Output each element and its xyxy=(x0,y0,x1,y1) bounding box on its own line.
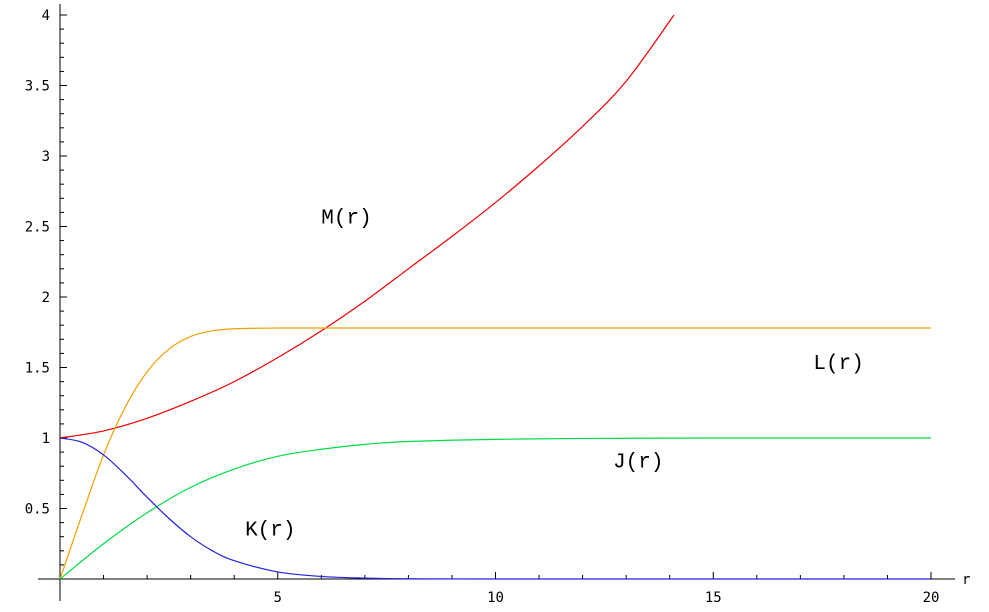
x-axis-label: r xyxy=(962,572,970,588)
y-tick-label: 0.5 xyxy=(25,502,50,518)
series-line-k xyxy=(59,437,932,580)
ticks: 5 10 15 20 0.5 1 1.5 2 2.5 3 3.5 4 xyxy=(25,8,940,606)
y-tick-label: 1 xyxy=(42,431,50,447)
y-tick-label: 1.5 xyxy=(25,361,50,377)
curve-label-m: M(r) xyxy=(321,208,371,231)
curve-label-l: L(r) xyxy=(813,353,863,376)
curve-label-j: J(r) xyxy=(613,452,663,475)
y-tick-label: 3 xyxy=(42,149,50,165)
y-tick-label: 2.5 xyxy=(25,220,50,236)
x-tick-label: 5 xyxy=(274,590,282,606)
y-tick-label: 4 xyxy=(42,8,50,24)
axes: r xyxy=(38,4,970,601)
series-line-m xyxy=(59,14,675,439)
curves xyxy=(59,14,932,580)
curve-label-k: K(r) xyxy=(245,519,295,542)
series-line-j xyxy=(59,437,932,580)
y-tick-label: 2 xyxy=(42,290,50,306)
series-line-l xyxy=(59,327,931,580)
x-tick-label: 15 xyxy=(705,590,722,606)
y-tick-label: 3.5 xyxy=(25,79,50,95)
x-tick-label: 10 xyxy=(487,590,504,606)
x-tick-label: 20 xyxy=(923,590,940,606)
curve-labels: M(r) L(r) J(r) K(r) xyxy=(245,208,864,543)
